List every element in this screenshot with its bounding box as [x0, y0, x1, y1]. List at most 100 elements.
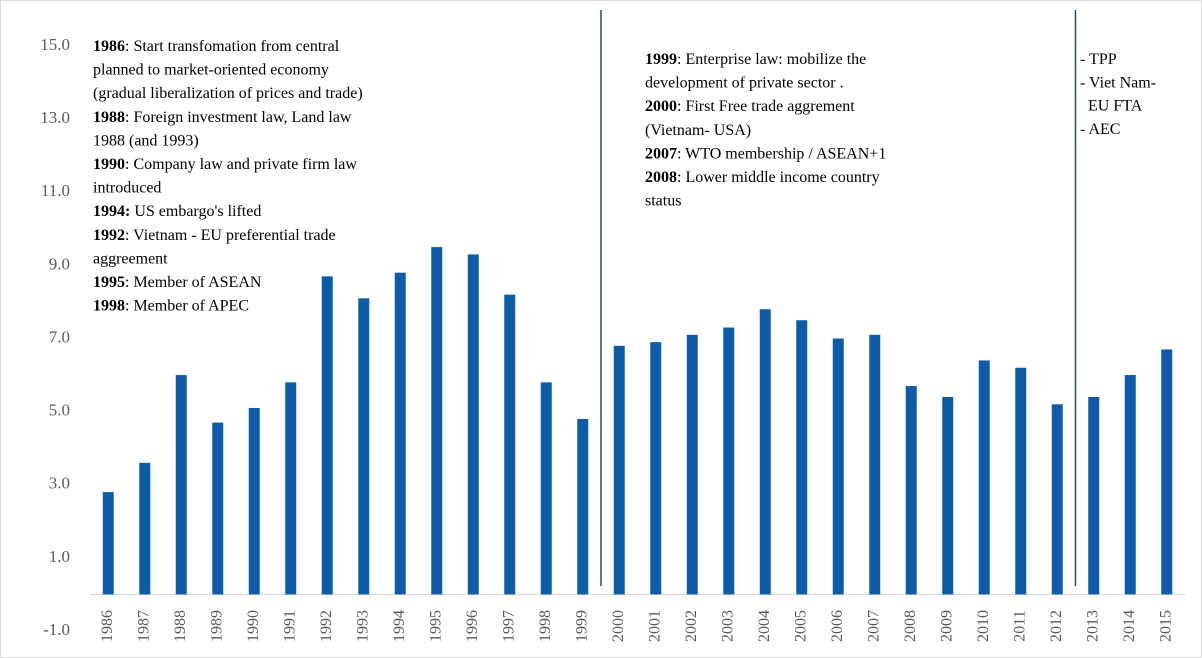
bar: [139, 462, 151, 595]
annotation-text: : Member of APEC: [125, 297, 249, 314]
annotation-line: (Vietnam- USA): [645, 121, 751, 138]
x-tick-label: 1989: [208, 610, 225, 642]
bar: [905, 386, 917, 595]
x-tick-label: 2001: [646, 610, 663, 642]
bar: [577, 418, 589, 595]
annotation-year: 1990: [93, 156, 125, 173]
bar: [248, 407, 260, 595]
bar: [467, 254, 479, 595]
annotation-line: EU FTA: [1088, 97, 1143, 114]
x-tick-label: 1993: [354, 610, 371, 642]
annotation-text: planned to market-oriented economy: [93, 61, 329, 78]
annotation-text: status: [645, 192, 681, 209]
annotation-text: : Member of ASEAN: [125, 274, 262, 291]
annotation-year: 1994:: [93, 203, 130, 220]
annotation-text: : Enterprise law: mobilize the: [677, 51, 866, 68]
x-tick-label: 2010: [975, 610, 992, 642]
bar: [102, 492, 114, 595]
annotation-text: : Start transfomation from central: [125, 38, 340, 55]
bar: [613, 345, 625, 595]
annotation-year: 2000: [645, 98, 677, 115]
annotation-line: aggreement: [93, 250, 168, 267]
annotation-year: 2008: [645, 169, 677, 186]
annotation-line: status: [645, 192, 681, 209]
x-tick-label: 1986: [99, 610, 116, 642]
x-tick-label: 2000: [610, 610, 627, 642]
y-tick-label: 9.0: [49, 254, 70, 273]
y-tick-label: 3.0: [49, 474, 70, 493]
annotation-line: 1994: US embargo's lifted: [93, 203, 261, 220]
bar: [869, 334, 881, 595]
annotation-line: 1988: Foreign investment law, Land law: [93, 108, 352, 125]
x-tick-label: 2013: [1084, 610, 1101, 642]
annotation-line: 1998: Member of APEC: [93, 297, 249, 314]
annotation-line: 1986: Start transfomation from central: [93, 38, 340, 55]
annotation-line: 2007: WTO membership / ASEAN+1: [645, 145, 886, 162]
bar: [431, 247, 443, 595]
annotation-text: - TPP: [1080, 51, 1117, 68]
annotation-line: 1995: Member of ASEAN: [93, 274, 262, 291]
x-tick-label: 2012: [1048, 610, 1065, 642]
x-tick-label: 1991: [281, 610, 298, 642]
y-tick-label: 15.0: [40, 35, 70, 54]
x-tick-label: 2003: [719, 610, 736, 642]
x-tick-label: 1994: [391, 610, 408, 642]
x-tick-label: 1987: [135, 610, 152, 642]
annotation-line: 1990: Company law and private firm law: [93, 156, 357, 173]
annotation-text: (gradual liberalization of prices and tr…: [93, 85, 363, 102]
bar: [650, 342, 662, 595]
x-tick-label: 1997: [500, 610, 517, 642]
y-tick-label: 11.0: [41, 181, 70, 200]
x-tick-label: 2009: [938, 610, 955, 642]
x-tick-label: 2008: [902, 610, 919, 642]
bar: [540, 382, 552, 595]
annotation-line: 2008: Lower middle income country: [645, 169, 880, 186]
bar: [759, 309, 771, 595]
bar: [942, 397, 954, 595]
annotation-text: : WTO membership / ASEAN+1: [677, 145, 886, 162]
annotation-year: 2007: [645, 145, 677, 162]
annotation-line: introduced: [93, 179, 161, 196]
annotation-line: development of private sector .: [645, 74, 844, 91]
annotation-line: planned to market-oriented economy: [93, 61, 329, 78]
bar: [796, 320, 808, 595]
bar: [175, 375, 187, 595]
x-tick-label: 2015: [1157, 610, 1174, 642]
bar: [723, 327, 735, 595]
annotation-text: development of private sector .: [645, 74, 844, 91]
annotation-year: 1986: [93, 38, 125, 55]
annotation-text: - Viet Nam-: [1080, 74, 1156, 91]
annotation-text: (Vietnam- USA): [645, 121, 751, 138]
bar: [978, 360, 990, 595]
bar: [504, 294, 516, 595]
x-tick-label: 1995: [427, 610, 444, 642]
annotation-text: EU FTA: [1088, 97, 1143, 114]
annotation-line: 1992: Vietnam - EU preferential trade: [93, 226, 336, 243]
annotation-text: : Company law and private firm law: [125, 156, 357, 173]
annotation-text: US embargo's lifted: [130, 203, 261, 220]
bar: [394, 272, 406, 595]
y-tick-label: -1.0: [43, 620, 70, 639]
bar: [321, 276, 333, 595]
annotation-text: : Vietnam - EU preferential trade: [125, 226, 336, 243]
bar: [1088, 397, 1100, 595]
bar: [1124, 375, 1136, 595]
bar: [285, 382, 297, 595]
annotation-text: 1988 (and 1993): [93, 132, 199, 149]
annotation-text: : Foreign investment law, Land law: [125, 108, 352, 125]
annotation-line: - AEC: [1080, 121, 1120, 138]
annotation-year: 1998: [93, 297, 125, 314]
x-tick-label: 2014: [1121, 610, 1138, 642]
x-tick-label: 1992: [318, 610, 335, 642]
x-tick-label: 1999: [573, 610, 590, 642]
bar: [1051, 404, 1063, 595]
x-tick-label: 2006: [829, 610, 846, 642]
x-tick-label: 2002: [683, 610, 700, 642]
x-tick-label: 1988: [172, 610, 189, 642]
annotation-year: 1999: [645, 51, 677, 68]
x-tick-label: 2004: [756, 610, 773, 642]
annotation-line: - Viet Nam-: [1080, 74, 1156, 91]
annotation-line: 2000: First Free trade aggrement: [645, 98, 855, 115]
annotation-text: : First Free trade aggrement: [677, 98, 855, 115]
annotation-line: (gradual liberalization of prices and tr…: [93, 85, 363, 102]
